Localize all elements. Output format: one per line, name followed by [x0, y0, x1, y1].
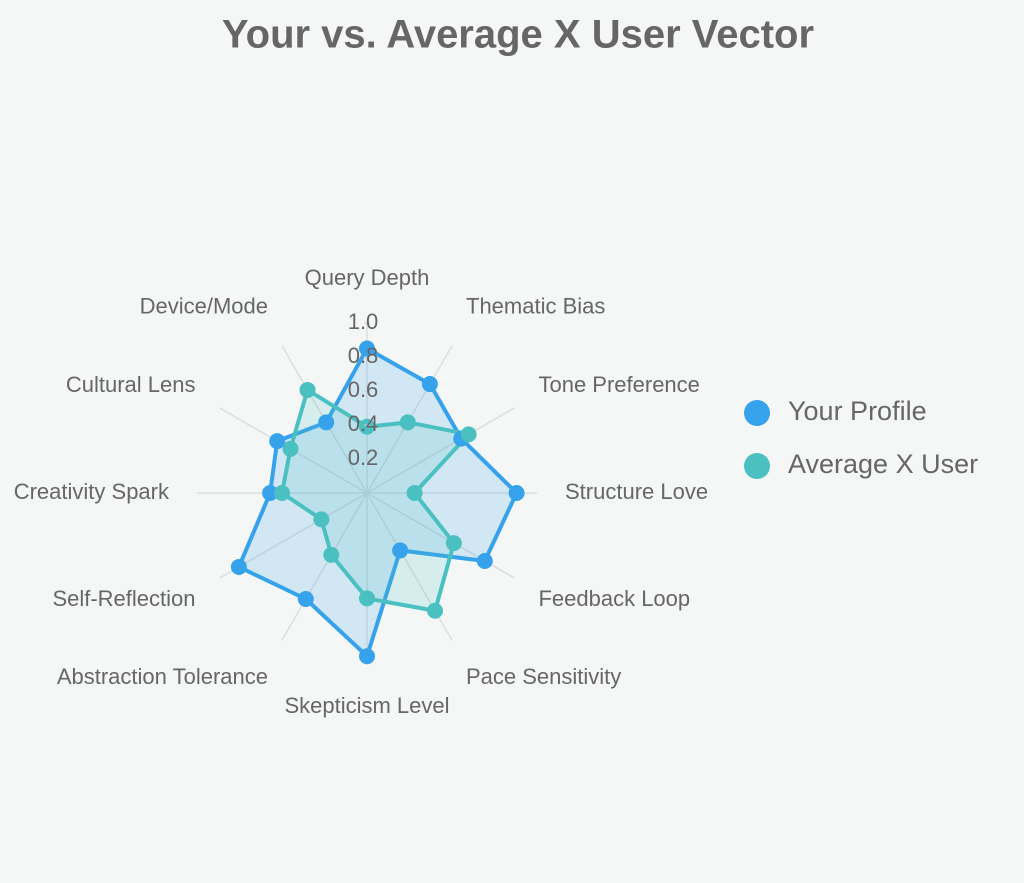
data-point	[406, 485, 423, 501]
r-tick-label: 0.6	[348, 377, 379, 402]
legend-marker	[744, 453, 770, 479]
category-label: Device/Mode	[140, 293, 268, 318]
data-point	[297, 591, 314, 608]
category-label: Pace Sensitivity	[466, 664, 621, 689]
category-label: Structure Love	[565, 479, 708, 504]
data-point	[359, 340, 375, 357]
data-point	[299, 381, 316, 398]
spoke	[366, 407, 515, 494]
data-point	[445, 535, 462, 552]
data-point	[359, 648, 375, 665]
spoke	[281, 492, 368, 641]
legend-label: Average X User	[788, 449, 978, 479]
category-label: Query Depth	[305, 265, 430, 290]
r-tick-label: 0.4	[348, 411, 379, 436]
data-point	[508, 485, 525, 501]
category-label: Creativity Spark	[14, 479, 170, 504]
chart-title: Your vs. Average X User Vector	[222, 13, 814, 57]
data-point	[460, 426, 477, 443]
data-point	[323, 546, 340, 563]
data-point	[318, 414, 335, 431]
data-point	[313, 511, 330, 528]
category-label: Feedback Loop	[538, 586, 690, 611]
category-label: Cultural Lens	[66, 372, 196, 397]
category-label: Tone Preference	[538, 372, 699, 397]
data-point	[274, 485, 290, 501]
data-point	[282, 440, 299, 457]
data-point	[269, 433, 286, 450]
legend-label: Your Profile	[788, 396, 927, 426]
category-label: Abstraction Tolerance	[57, 664, 268, 689]
category-label: Skepticism Level	[284, 693, 449, 718]
data-point	[399, 414, 416, 431]
category-label: Thematic Bias	[466, 293, 605, 318]
data-point	[359, 418, 375, 435]
legend-marker	[744, 400, 770, 426]
category-label: Self-Reflection	[52, 586, 195, 611]
data-point	[230, 558, 247, 575]
data-point	[262, 485, 279, 501]
data-point	[476, 553, 493, 569]
r-tick-label: 0.2	[348, 445, 379, 470]
data-point	[392, 542, 409, 559]
data-point	[427, 602, 443, 619]
data-point	[421, 376, 438, 393]
data-point	[359, 590, 375, 607]
r-tick-label: 1.0	[348, 309, 379, 334]
r-tick-label: 0.8	[348, 343, 379, 368]
